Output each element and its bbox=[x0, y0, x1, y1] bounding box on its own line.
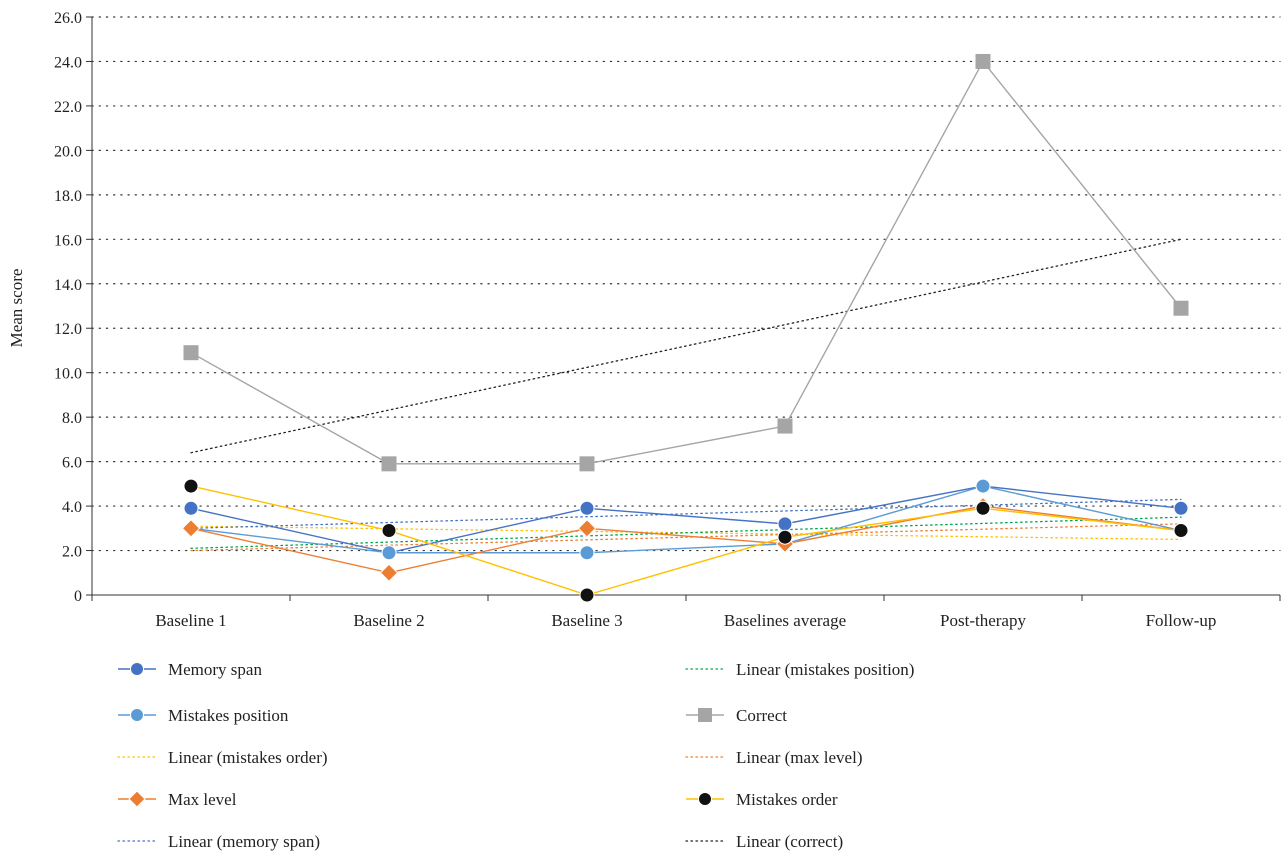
legend-marker bbox=[130, 662, 144, 676]
series-line bbox=[190, 485, 1182, 596]
trendlines bbox=[190, 238, 1182, 552]
legend-label: Max level bbox=[168, 790, 237, 809]
y-tick-label: 4.0 bbox=[62, 499, 82, 516]
data-point bbox=[777, 516, 793, 532]
data-point bbox=[183, 478, 199, 494]
data-point bbox=[183, 500, 199, 516]
data-point bbox=[1173, 523, 1189, 539]
y-tick-label: 26.0 bbox=[54, 10, 82, 27]
series-line bbox=[190, 485, 1182, 554]
y-axis-label: Mean score bbox=[7, 269, 26, 348]
legend-item: Max level bbox=[118, 790, 237, 809]
y-tick-label: 10.0 bbox=[54, 366, 82, 383]
data-point bbox=[1173, 300, 1189, 316]
data-point bbox=[579, 545, 595, 561]
y-tick-label: 16.0 bbox=[54, 232, 82, 249]
legend-item: Linear (correct) bbox=[685, 832, 843, 851]
legend: Memory span Mistakes position Linear (mist… bbox=[117, 660, 914, 851]
data-point bbox=[181, 519, 201, 538]
legend-label: Mistakes order bbox=[736, 790, 838, 809]
data-point bbox=[381, 523, 397, 539]
x-axis-ticks: Baseline 1 Baseline 2 Baseline 3 Baselines … bbox=[91, 595, 1281, 630]
series bbox=[181, 496, 1191, 582]
data-point bbox=[777, 418, 793, 434]
data-point bbox=[379, 563, 399, 582]
legend-marker bbox=[130, 708, 144, 722]
data-point bbox=[975, 478, 991, 494]
y-tick-label: 6.0 bbox=[62, 455, 82, 472]
y-tick-label: 14.0 bbox=[54, 277, 82, 294]
y-tick-label: 18.0 bbox=[54, 188, 82, 205]
series-line bbox=[190, 60, 1182, 465]
trendline bbox=[190, 516, 1182, 549]
data-point bbox=[579, 500, 595, 516]
legend-item: Linear (mistakes order) bbox=[117, 748, 328, 767]
legend-item: Mistakes order bbox=[686, 790, 838, 809]
y-tick-label: 24.0 bbox=[54, 54, 82, 71]
axes bbox=[91, 17, 1280, 596]
trendline bbox=[190, 523, 1182, 552]
x-tick-label: Baseline 1 bbox=[155, 611, 226, 630]
legend-label: Memory span bbox=[168, 660, 262, 679]
legend-label: Mistakes position bbox=[168, 706, 289, 725]
y-axis-ticks: 0 2.0 4.0 6.0 8.0 10.0 12.0 14.0 16.0 18.0 20.0 22.… bbox=[54, 10, 92, 605]
data-point bbox=[381, 456, 397, 472]
x-tick-label: Baseline 3 bbox=[551, 611, 622, 630]
data-point bbox=[1173, 500, 1189, 516]
series-line bbox=[190, 485, 1182, 554]
gridlines bbox=[91, 16, 1281, 552]
legend-label: Correct bbox=[736, 706, 787, 725]
y-tick-label: 2.0 bbox=[62, 544, 82, 561]
x-tick-label: Baseline 2 bbox=[353, 611, 424, 630]
data-point bbox=[579, 587, 595, 603]
data-point bbox=[577, 519, 597, 538]
legend-label: Linear (max level) bbox=[736, 748, 863, 767]
trendline bbox=[190, 238, 1182, 454]
series-group bbox=[181, 53, 1191, 603]
data-point bbox=[777, 529, 793, 545]
legend-item: Memory span bbox=[118, 660, 262, 679]
legend-label: Linear (memory span) bbox=[168, 832, 320, 851]
y-tick-label: 8.0 bbox=[62, 410, 82, 427]
legend-item: Linear (memory span) bbox=[117, 832, 320, 851]
legend-label: Linear (correct) bbox=[736, 832, 843, 851]
series bbox=[183, 53, 1189, 472]
legend-marker bbox=[698, 792, 712, 806]
y-tick-label: 20.0 bbox=[54, 143, 82, 160]
y-tick-label: 12.0 bbox=[54, 321, 82, 338]
data-point bbox=[975, 53, 991, 69]
y-tick-label: 0 bbox=[74, 588, 82, 605]
legend-item: Mistakes position bbox=[118, 706, 289, 725]
legend-label: Linear (mistakes order) bbox=[168, 748, 328, 767]
legend-label: Linear (mistakes position) bbox=[736, 660, 914, 679]
data-point bbox=[579, 456, 595, 472]
legend-item: Linear (mistakes position) bbox=[685, 660, 914, 679]
legend-marker bbox=[698, 708, 712, 722]
legend-item: Correct bbox=[686, 706, 787, 725]
data-point bbox=[975, 500, 991, 516]
x-tick-label: Post-therapy bbox=[940, 611, 1026, 630]
x-tick-label: Baselines average bbox=[724, 611, 846, 630]
legend-marker bbox=[128, 790, 146, 808]
data-point bbox=[381, 545, 397, 561]
x-tick-label: Follow-up bbox=[1146, 611, 1217, 630]
y-tick-label: 22.0 bbox=[54, 99, 82, 116]
series bbox=[183, 478, 1189, 561]
series-line bbox=[190, 505, 1182, 574]
data-point bbox=[183, 345, 199, 361]
legend-item: Linear (max level) bbox=[685, 748, 863, 767]
series bbox=[183, 478, 1189, 603]
